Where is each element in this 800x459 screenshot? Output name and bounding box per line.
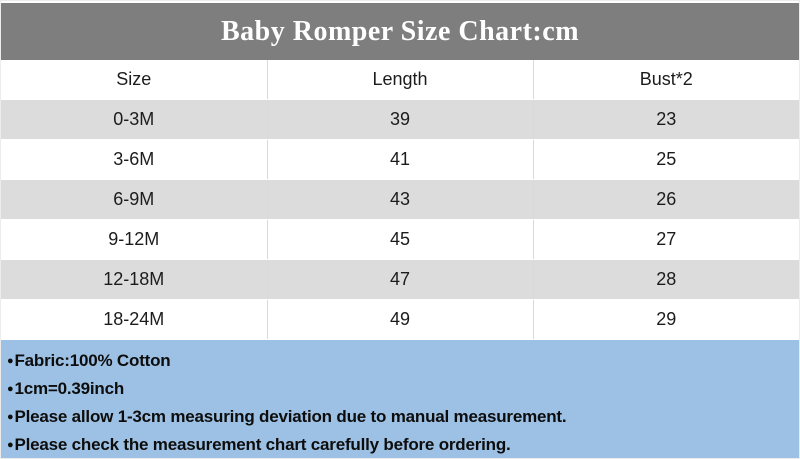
note-text: Fabric:100% Cotton — [14, 351, 171, 370]
bust-cell: 27 — [532, 219, 799, 260]
note-text: Please check the measurement chart caref… — [14, 435, 511, 454]
note-line-deviation: ●Please allow 1-3cm measuring deviation … — [7, 403, 791, 431]
length-cell: 43 — [266, 179, 533, 220]
note-text: Please allow 1-3cm measuring deviation d… — [14, 407, 567, 426]
bullet-icon: ● — [7, 355, 14, 367]
table-row: 0-3M 39 23 — [1, 99, 799, 140]
page-title: Baby Romper Size Chart:cm — [220, 15, 580, 47]
bust-cell: 25 — [532, 139, 799, 180]
size-cell: 0-3M — [1, 99, 267, 140]
notes-section: ●Fabric:100% Cotton ●1cm=0.39inch ●Pleas… — [1, 340, 799, 458]
size-cell: 3-6M — [1, 139, 267, 180]
note-line-fabric: ●Fabric:100% Cotton — [7, 347, 791, 375]
length-cell: 39 — [266, 99, 533, 140]
size-cell: 9-12M — [1, 219, 267, 260]
column-header-bust: Bust*2 — [532, 60, 799, 100]
note-line-check: ●Please check the measurement chart care… — [7, 431, 791, 458]
length-cell: 45 — [266, 219, 533, 260]
size-cell: 6-9M — [1, 179, 267, 220]
title-bar: Baby Romper Size Chart:cm — [1, 3, 799, 60]
size-cell: 18-24M — [1, 299, 267, 340]
length-cell: 47 — [266, 259, 533, 300]
size-cell: 12-18M — [1, 259, 267, 300]
note-line-conversion: ●1cm=0.39inch — [7, 375, 791, 403]
length-cell: 41 — [266, 139, 533, 180]
bullet-icon: ● — [7, 383, 14, 395]
column-header-size: Size — [1, 60, 267, 100]
table-row: 9-12M 45 27 — [1, 219, 799, 260]
size-table: Size Length Bust*2 0-3M 39 23 3-6M 41 25… — [1, 60, 799, 340]
bullet-icon: ● — [7, 439, 14, 451]
table-row: 12-18M 47 28 — [1, 259, 799, 300]
length-cell: 49 — [266, 299, 533, 340]
note-text: 1cm=0.39inch — [14, 379, 125, 398]
bullet-icon: ● — [7, 411, 14, 423]
bust-cell: 26 — [532, 179, 799, 220]
table-row: 6-9M 43 26 — [1, 179, 799, 220]
bust-cell: 28 — [532, 259, 799, 300]
table-row: 18-24M 49 29 — [1, 299, 799, 340]
bust-cell: 29 — [532, 299, 799, 340]
column-header-length: Length — [266, 60, 533, 100]
table-header-row: Size Length Bust*2 — [1, 60, 799, 100]
table-row: 3-6M 41 25 — [1, 139, 799, 180]
bust-cell: 23 — [532, 99, 799, 140]
